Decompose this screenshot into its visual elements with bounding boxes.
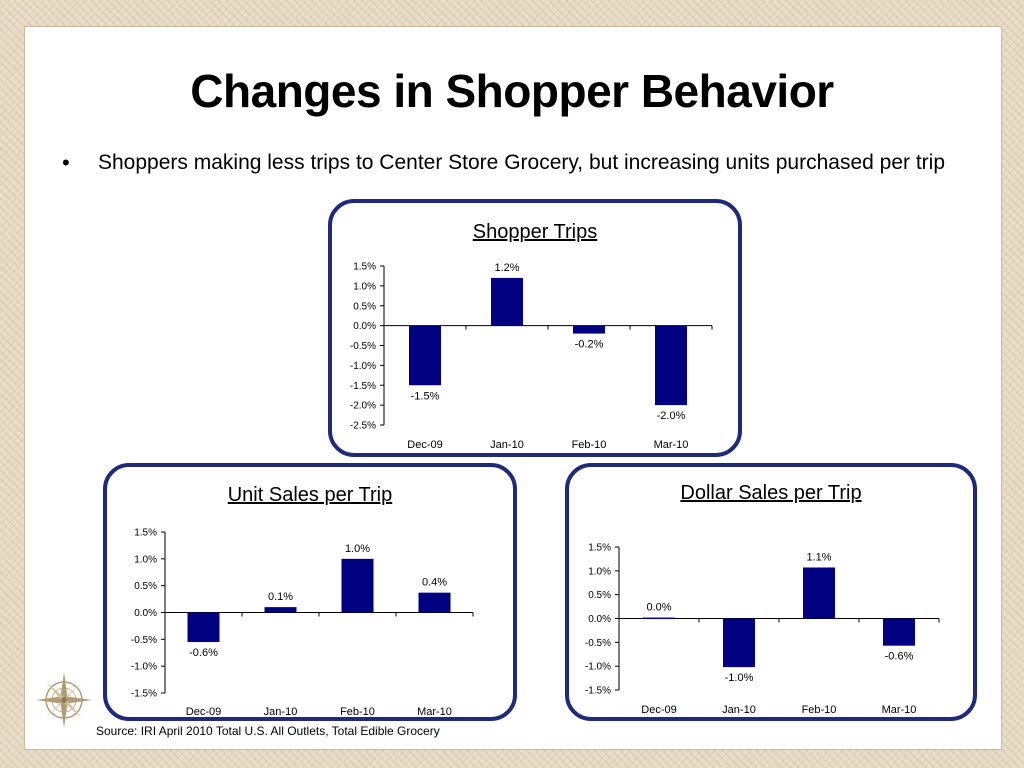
y-tick-label: -2.0% [350,401,376,412]
x-category-label: Dec-09 [186,706,221,718]
data-label: -0.6% [189,647,218,659]
x-category-label: Mar-10 [417,706,452,718]
data-label: 1.0% [345,543,370,555]
y-tick-label: 0.0% [353,321,376,332]
y-tick-label: 0.0% [134,608,157,619]
data-label: 1.2% [494,262,519,274]
bar [409,325,441,386]
data-label: -0.2% [575,339,604,351]
bar [491,277,523,326]
x-category-label: Feb-10 [572,439,607,451]
y-tick-label: 1.5% [353,262,376,273]
y-tick-label: -0.5% [585,638,611,649]
y-tick-label: -1.0% [350,361,376,372]
unit-sales-panel: Unit Sales per Trip 1.5% 1.0% 0.5% 0.0% -0.5… [103,463,517,721]
data-label: -0.6% [885,651,914,663]
source-note: Source: IRI April 2010 Total U.S. All Ou… [96,724,440,738]
data-label: 0.0% [646,602,671,614]
bar [187,612,220,643]
shopper-trips-panel: Shopper Trips 1.5% 1.0% 0.5% 0.0% -0.5% -1.0%… [328,199,742,457]
y-tick-label: -1.5% [131,689,157,700]
y-tick-label: -0.5% [131,635,157,646]
y-tick-label: 1.0% [588,566,611,577]
dollar-sales-chart: 1.5% 1.0% 0.5% 0.0% -0.5% -1.0% -1.5% 0.0% Dec-0… [585,543,940,716]
bar [655,325,687,406]
bar [341,558,374,613]
bar [643,617,675,620]
y-tick-label: 1.0% [134,554,157,565]
bullet-text: Shoppers making less trips to Center Sto… [98,151,946,174]
y-tick-label: 0.5% [134,581,157,592]
x-category-label: Jan-10 [264,706,298,718]
bar [883,618,915,646]
x-category-label: Feb-10 [802,704,837,716]
y-tick-label: 1.0% [353,281,376,292]
data-label: -2.0% [657,410,686,422]
data-label: 1.1% [806,551,831,563]
y-tick-label: -1.5% [350,381,376,392]
x-category-label: Jan-10 [722,704,756,716]
y-tick-label: 1.5% [134,528,157,539]
dollar-sales-title: Dollar Sales per Trip [680,482,862,504]
compass-rose-icon [36,672,92,728]
bar [803,567,835,619]
unit-sales-title: Unit Sales per Trip [227,484,393,506]
dollar-sales-panel: Dollar Sales per Trip 1.5% 1.0% 0.5% 0.0% -0… [565,463,977,721]
y-tick-label: 0.5% [353,301,376,312]
data-label: -1.5% [411,390,440,402]
bar [573,325,605,334]
bar [723,618,755,668]
unit-sales-chart: 1.5% 1.0% 0.5% 0.0% -0.5% -1.0% -1.5% -0.6% Dec-… [131,528,474,718]
y-tick-label: 0.5% [588,590,611,601]
y-tick-label: -1.5% [585,686,611,697]
x-category-label: Mar-10 [654,439,689,451]
y-tick-label: 0.0% [588,614,611,625]
x-category-label: Jan-10 [490,439,524,451]
x-category-label: Dec-09 [641,704,676,716]
x-category-label: Dec-09 [407,439,442,451]
data-label: 0.1% [268,591,293,603]
x-category-label: Feb-10 [340,706,375,718]
data-label: -1.0% [725,672,754,684]
shopper-trips-chart: 1.5% 1.0% 0.5% 0.0% -0.5% -1.0% -1.5% -2.0% -2.5… [350,262,713,451]
shopper-trips-title: Shopper Trips [472,221,598,243]
bar [418,592,451,613]
y-tick-label: -2.5% [350,421,376,432]
x-category-label: Mar-10 [882,704,917,716]
y-tick-label: -0.5% [350,341,376,352]
y-tick-label: -1.0% [131,662,157,673]
y-tick-label: -1.0% [585,662,611,673]
bullet-marker: • [62,150,70,175]
y-tick-label: 1.5% [588,543,611,554]
data-label: 0.4% [422,577,447,589]
bar [264,607,297,613]
slide-title: Changes in Shopper Behavior [190,65,834,117]
